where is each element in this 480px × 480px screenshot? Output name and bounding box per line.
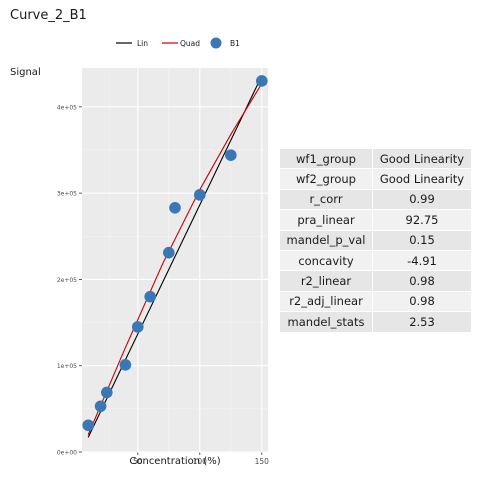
data-point <box>132 321 144 333</box>
y-tick-label: 4e+05 <box>57 104 77 111</box>
x-tick-label: 150 <box>255 457 270 466</box>
lin-fit-line <box>87 75 263 438</box>
legend: Lin Quad B1 <box>110 34 260 52</box>
stats-key: mandel_p_val <box>279 229 373 251</box>
stats-value: Good Linearity <box>372 168 472 190</box>
data-point <box>82 419 94 432</box>
data-point <box>101 386 113 399</box>
legend-quad-label: Quad <box>180 39 200 48</box>
quad-fit-line <box>87 83 263 435</box>
legend-b1-label: B1 <box>230 39 240 48</box>
legend-svg: Lin Quad B1 <box>116 37 240 49</box>
data-point <box>255 75 268 87</box>
data-point <box>163 246 175 259</box>
y-tick-label: 2e+05 <box>57 277 77 284</box>
stats-value: Good Linearity <box>372 147 472 170</box>
stats-key: mandel_stats <box>279 311 373 333</box>
stats-row: wf2_group Good Linearity <box>279 168 472 190</box>
data-point <box>169 201 181 214</box>
legend-lin-label: Lin <box>137 39 148 48</box>
stats-row: wf1_group Good Linearity <box>279 147 472 170</box>
stats-row: mandel_p_val 0.15 <box>279 229 472 251</box>
y-axis-label: Signal <box>10 67 41 78</box>
stats-key: r2_linear <box>279 270 373 292</box>
stats-row: pra_linear 92.75 <box>279 209 472 231</box>
stats-table: wf1_group Good Linearity wf2_group Good Li… <box>279 147 472 333</box>
stats-value: 0.15 <box>372 229 472 251</box>
chart-title: Curve_2_B1 <box>10 8 87 23</box>
plot-panel <box>82 68 268 452</box>
y-tick-label: 1e+05 <box>57 363 77 370</box>
y-tick-label: 0e+00 <box>57 450 77 457</box>
stats-value: 0.99 <box>372 188 472 211</box>
stats-row: r2_adj_linear 0.98 <box>279 290 472 313</box>
stats-row: r2_linear 0.98 <box>279 270 472 292</box>
stats-row: mandel_stats 2.53 <box>279 311 472 333</box>
data-point <box>194 189 206 201</box>
stats-value: 0.98 <box>372 270 472 292</box>
stats-value: 2.53 <box>372 311 472 333</box>
data-point <box>225 149 237 161</box>
y-tick-label: 3e+05 <box>57 191 77 198</box>
stats-key: r2_adj_linear <box>279 290 373 313</box>
data-point <box>119 359 132 371</box>
stats-key: wf1_group <box>279 147 373 170</box>
stats-value: -4.91 <box>372 249 472 272</box>
data-point <box>144 290 156 303</box>
stats-key: wf2_group <box>279 168 373 190</box>
stats-value: 92.75 <box>372 209 472 231</box>
stats-row: concavity -4.91 <box>279 249 472 272</box>
stats-value: 0.98 <box>372 290 472 313</box>
legend-b1-swatch <box>210 37 222 49</box>
data-point <box>94 400 107 413</box>
stats-key: pra_linear <box>279 209 373 231</box>
x-axis-label: Concentration (%) <box>129 456 221 467</box>
stats-row: r_corr 0.99 <box>279 188 472 211</box>
x-tick-label: 100 <box>193 457 208 466</box>
stats-key: r_corr <box>279 188 373 211</box>
stats-key: concavity <box>279 249 373 272</box>
x-tick-label: 50 <box>133 457 143 466</box>
